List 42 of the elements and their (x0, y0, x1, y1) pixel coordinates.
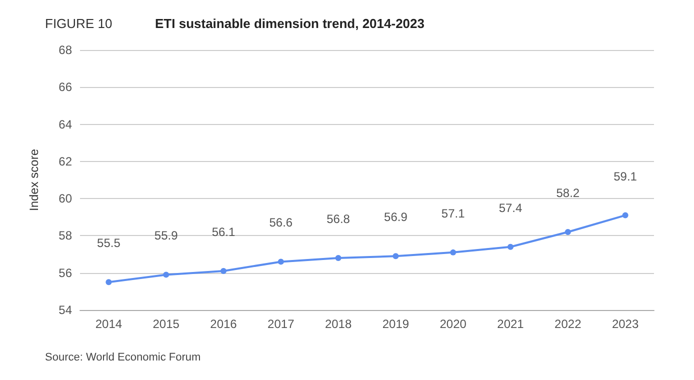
data-label: 58.2 (556, 186, 580, 200)
y-tick-label: 66 (58, 80, 72, 94)
point (106, 279, 112, 286)
y-tick-label: 62 (58, 154, 72, 168)
x-tick-label: 2019 (382, 317, 410, 331)
chart-title: ETI sustainable dimension trend, 2014-2023 (155, 16, 424, 31)
x-tick-label: 2023 (612, 317, 639, 331)
point (163, 272, 170, 278)
x-tick-label: 2021 (497, 317, 524, 331)
y-tick-label: 54 (58, 303, 72, 317)
point (335, 255, 342, 261)
data-label: 55.9 (154, 228, 178, 243)
point (450, 249, 456, 256)
point (220, 268, 226, 274)
data-label: 59.1 (614, 169, 638, 184)
x-tick-label: 2020 (440, 317, 467, 331)
y-tick-label: 58 (58, 228, 72, 243)
y-tick-label: 64 (58, 117, 72, 132)
data-label: 56.6 (269, 216, 293, 230)
point (392, 253, 399, 260)
data-label: 56.1 (212, 225, 236, 239)
point (622, 212, 628, 218)
x-tick-label: 2018 (324, 317, 352, 331)
y-axis-title: Index score (27, 148, 41, 212)
y-tick-label: 60 (58, 192, 72, 206)
point (278, 258, 284, 265)
point (564, 229, 571, 235)
data-label: 56.8 (326, 212, 350, 226)
x-tick-label: 2022 (554, 317, 582, 331)
x-tick-label: 2015 (152, 317, 180, 331)
y-tick-label: 68 (58, 43, 72, 57)
x-tick-label: 2014 (95, 317, 122, 331)
data-label: 57.1 (441, 206, 466, 220)
x-tick-label: 2016 (210, 317, 238, 331)
chart-subtitle: FIGURE 10 (45, 16, 112, 31)
x-tick-label: 2017 (268, 317, 295, 331)
data-label: 55.5 (97, 236, 121, 250)
source-note: Source: World Economic Forum (45, 352, 201, 364)
data-label: 57.4 (498, 200, 522, 215)
data-label: 56.9 (384, 210, 408, 224)
point (508, 244, 514, 250)
y-tick-label: 56 (58, 266, 72, 280)
